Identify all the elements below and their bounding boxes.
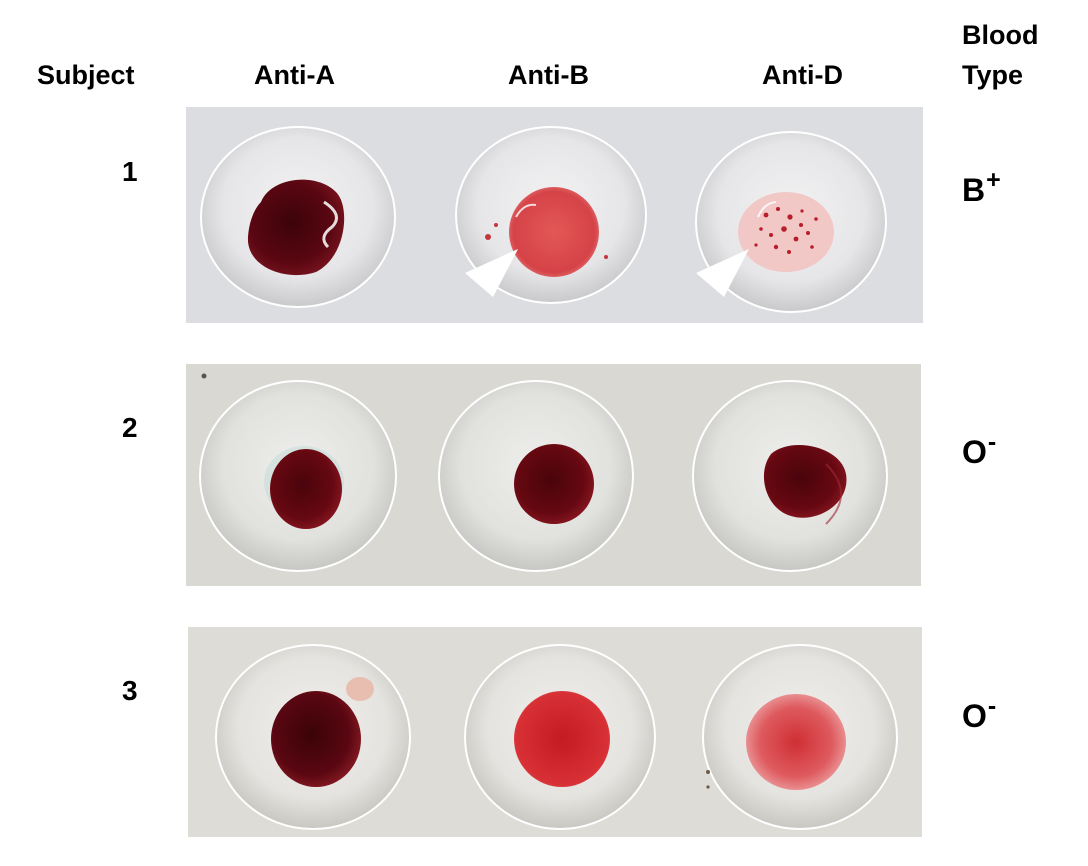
blood-type-result: O- [962,428,997,470]
blood-type-result: O- [962,692,997,734]
well [464,644,656,830]
well [200,126,396,308]
arrowhead-marker [465,249,518,297]
well [199,380,397,572]
well [692,380,888,572]
arrowhead-marker [696,249,749,297]
rh-sign: - [987,428,997,456]
plate-photo-row1 [186,107,923,323]
subject-number: 1 [122,156,138,187]
anti-d-header: Anti-D [762,60,843,90]
well [702,644,898,830]
subject-header: Subject [37,60,135,90]
rh-sign: - [987,692,997,720]
blood-type-letter: O [962,698,987,734]
anti-b-header: Anti-B [508,60,589,90]
plate-photo-row2 [186,364,921,586]
well [215,644,411,830]
subject-number: 3 [122,675,138,706]
blood-type-letter: O [962,434,987,470]
well [695,131,887,313]
blood-type-letter: B [962,172,986,208]
well [438,380,634,572]
subject-number: 2 [122,412,138,443]
plate-photo-row3 [188,627,922,837]
rh-sign: + [986,166,1001,194]
blood-type-result: B+ [962,166,1001,208]
blood-type-header-line1: Blood [962,20,1039,50]
anti-a-header: Anti-A [254,60,335,90]
blood-type-header-line2: Type [962,60,1024,90]
